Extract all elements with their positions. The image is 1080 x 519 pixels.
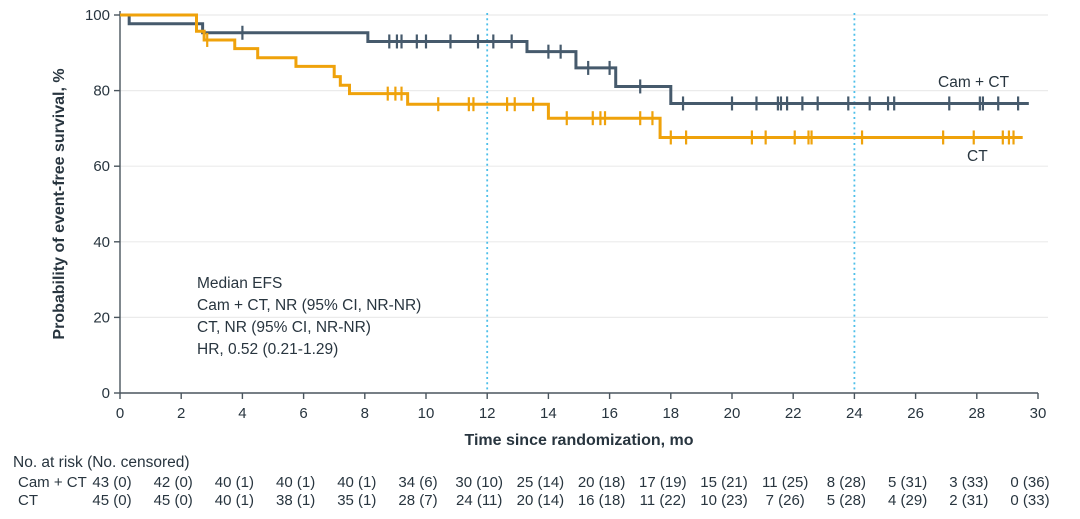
survival-curve-ct — [120, 13, 1023, 139]
x-tick-label: 0 — [116, 405, 124, 422]
risk-table-value: 5 (28) — [827, 492, 866, 509]
risk-table-value: 20 (14) — [517, 492, 565, 509]
risk-table-value: 35 (1) — [337, 492, 376, 509]
x-tick-label: 2 — [177, 405, 185, 422]
risk-table-value: 0 (36) — [1010, 474, 1049, 491]
y-tick-label: 80 — [93, 83, 110, 100]
risk-table-value: 8 (28) — [827, 474, 866, 491]
risk-table-value: 40 (1) — [276, 474, 315, 491]
y-tick-label: 100 — [85, 7, 110, 24]
risk-table-value: 4 (29) — [888, 492, 927, 509]
x-tick-label: 26 — [907, 405, 924, 422]
risk-table-value: 24 (11) — [456, 492, 502, 509]
risk-table-value: 40 (1) — [215, 474, 254, 491]
curve-label-ct: CT — [967, 148, 988, 165]
risk-table-value: 17 (19) — [639, 474, 687, 491]
risk-table-header: No. at risk (No. censored) — [13, 454, 190, 471]
x-tick-label: 12 — [479, 405, 496, 422]
risk-table-value: 30 (10) — [455, 474, 503, 491]
x-tick-label: 6 — [299, 405, 307, 422]
risk-table-value: 16 (18) — [578, 492, 626, 509]
x-tick-label: 22 — [785, 405, 802, 422]
y-tick-label: 0 — [102, 385, 110, 402]
risk-table-value: 40 (1) — [215, 492, 254, 509]
risk-table-row-label: CT — [18, 492, 38, 509]
x-tick-label: 16 — [601, 405, 618, 422]
risk-table-value: 25 (14) — [517, 474, 565, 491]
x-axis-title: Time since randomization, mo — [464, 432, 693, 449]
risk-table-value: 45 (0) — [92, 492, 131, 509]
risk-table-value: 0 (33) — [1010, 492, 1049, 509]
y-tick-label: 60 — [93, 158, 110, 175]
x-tick-label: 4 — [238, 405, 246, 422]
y-tick-label: 20 — [93, 309, 110, 326]
curve-label-cam-ct: Cam + CT — [938, 74, 1010, 91]
x-tick-label: 20 — [724, 405, 741, 422]
median-efs-annotation-line: Median EFS — [197, 275, 282, 292]
risk-table-value: 15 (21) — [700, 474, 748, 491]
risk-table-value: 28 (7) — [398, 492, 437, 509]
x-tick-label: 30 — [1030, 405, 1047, 422]
y-tick-label: 40 — [93, 234, 110, 251]
risk-table-value: 5 (31) — [888, 474, 927, 491]
survival-curve-cam-ct — [120, 13, 1029, 105]
x-tick-label: 24 — [846, 405, 863, 422]
risk-table-value: 10 (23) — [700, 492, 748, 509]
median-efs-annotation-line: HR, 0.52 (0.21-1.29) — [197, 341, 338, 358]
median-efs-annotation-line: CT, NR (95% CI, NR-NR) — [197, 319, 371, 336]
x-tick-label: 8 — [361, 405, 369, 422]
risk-table-row-label: Cam + CT — [18, 474, 87, 491]
risk-table-value: 7 (26) — [766, 492, 805, 509]
risk-table-value: 11 (25) — [762, 474, 808, 491]
risk-table-value: 43 (0) — [92, 474, 131, 491]
risk-table-value: 45 (0) — [154, 492, 193, 509]
risk-table-value: 42 (0) — [154, 474, 193, 491]
risk-table-value: 38 (1) — [276, 492, 315, 509]
x-tick-label: 18 — [662, 405, 679, 422]
x-tick-label: 28 — [968, 405, 985, 422]
y-axis-title: Probability of event-free survival, % — [51, 68, 68, 339]
risk-table-value: 3 (33) — [949, 474, 988, 491]
median-efs-annotation-line: Cam + CT, NR (95% CI, NR-NR) — [197, 297, 421, 314]
risk-table-value: 20 (18) — [578, 474, 626, 491]
risk-table-value: 2 (31) — [949, 492, 988, 509]
risk-table-value: 34 (6) — [398, 474, 437, 491]
x-tick-label: 14 — [540, 405, 557, 422]
risk-table-value: 11 (22) — [640, 492, 686, 509]
x-tick-label: 10 — [418, 405, 435, 422]
risk-table-value: 40 (1) — [337, 474, 376, 491]
